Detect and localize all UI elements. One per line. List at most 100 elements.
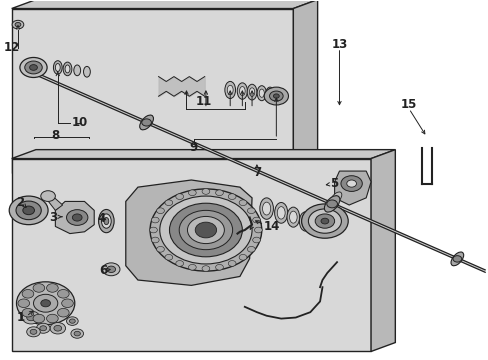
Ellipse shape xyxy=(324,196,339,212)
Circle shape xyxy=(58,289,69,298)
Text: 6: 6 xyxy=(99,264,107,276)
Circle shape xyxy=(9,196,48,225)
Circle shape xyxy=(46,314,58,323)
Ellipse shape xyxy=(102,214,111,228)
Polygon shape xyxy=(21,66,484,272)
Ellipse shape xyxy=(65,65,70,73)
Circle shape xyxy=(164,255,172,260)
Ellipse shape xyxy=(74,65,81,76)
Circle shape xyxy=(215,264,223,270)
Circle shape xyxy=(164,200,172,206)
Circle shape xyxy=(72,214,82,221)
Circle shape xyxy=(46,284,58,292)
Polygon shape xyxy=(334,171,370,205)
Circle shape xyxy=(150,189,261,271)
Circle shape xyxy=(66,317,78,325)
Circle shape xyxy=(247,208,255,213)
Ellipse shape xyxy=(53,61,62,74)
Circle shape xyxy=(188,264,196,270)
Circle shape xyxy=(215,190,223,195)
Ellipse shape xyxy=(274,203,287,223)
Circle shape xyxy=(27,327,40,337)
Circle shape xyxy=(74,331,80,336)
Text: 8: 8 xyxy=(51,129,60,142)
Ellipse shape xyxy=(83,66,90,77)
Polygon shape xyxy=(12,150,394,158)
Circle shape xyxy=(340,176,362,192)
Circle shape xyxy=(33,314,44,323)
Circle shape xyxy=(20,58,47,77)
Circle shape xyxy=(315,214,334,228)
Ellipse shape xyxy=(301,216,308,227)
Ellipse shape xyxy=(267,90,272,98)
Text: 9: 9 xyxy=(189,141,198,154)
Circle shape xyxy=(12,20,24,29)
Circle shape xyxy=(179,210,232,249)
Ellipse shape xyxy=(259,198,273,219)
Circle shape xyxy=(239,200,246,206)
Polygon shape xyxy=(293,0,317,173)
Circle shape xyxy=(22,289,34,298)
Circle shape xyxy=(149,227,157,233)
Text: 12: 12 xyxy=(3,41,20,54)
Circle shape xyxy=(264,87,288,105)
Circle shape xyxy=(15,22,21,27)
Circle shape xyxy=(106,266,115,273)
Circle shape xyxy=(61,299,73,307)
Circle shape xyxy=(195,222,216,238)
Circle shape xyxy=(23,206,35,215)
Ellipse shape xyxy=(239,86,244,95)
Circle shape xyxy=(202,189,209,194)
Circle shape xyxy=(308,209,341,233)
Ellipse shape xyxy=(257,86,266,101)
Circle shape xyxy=(160,196,251,264)
Ellipse shape xyxy=(249,88,254,96)
Circle shape xyxy=(102,263,120,276)
Circle shape xyxy=(58,309,69,317)
Circle shape xyxy=(202,266,209,271)
Ellipse shape xyxy=(330,192,341,204)
Circle shape xyxy=(239,255,246,260)
Ellipse shape xyxy=(265,87,274,102)
Ellipse shape xyxy=(289,211,297,223)
Circle shape xyxy=(25,61,42,74)
Circle shape xyxy=(176,194,183,199)
Circle shape xyxy=(30,64,37,70)
Circle shape xyxy=(326,200,337,208)
Circle shape xyxy=(36,323,50,333)
Ellipse shape xyxy=(99,210,114,233)
Ellipse shape xyxy=(63,62,72,76)
Ellipse shape xyxy=(247,84,256,100)
Circle shape xyxy=(228,194,236,199)
Ellipse shape xyxy=(259,89,264,97)
Ellipse shape xyxy=(104,217,108,225)
Ellipse shape xyxy=(140,115,153,130)
Circle shape xyxy=(17,282,75,325)
Text: 11: 11 xyxy=(195,95,211,108)
Bar xyxy=(12,158,370,351)
Bar xyxy=(12,9,293,173)
Circle shape xyxy=(228,261,236,266)
Circle shape xyxy=(320,218,328,224)
Polygon shape xyxy=(45,194,62,210)
Text: 7: 7 xyxy=(252,166,261,179)
Ellipse shape xyxy=(55,64,60,71)
Circle shape xyxy=(188,190,196,195)
Text: 5: 5 xyxy=(330,177,338,190)
Circle shape xyxy=(156,247,164,252)
Ellipse shape xyxy=(227,85,233,95)
Circle shape xyxy=(169,203,242,257)
Polygon shape xyxy=(125,180,251,285)
Polygon shape xyxy=(12,0,317,9)
Circle shape xyxy=(247,247,255,252)
Circle shape xyxy=(22,309,34,317)
Circle shape xyxy=(30,329,37,334)
Circle shape xyxy=(252,237,260,243)
Circle shape xyxy=(50,323,65,334)
Ellipse shape xyxy=(277,207,285,219)
Circle shape xyxy=(16,201,41,220)
Circle shape xyxy=(33,284,44,292)
Polygon shape xyxy=(55,202,94,234)
Circle shape xyxy=(22,311,40,324)
Circle shape xyxy=(252,217,260,223)
